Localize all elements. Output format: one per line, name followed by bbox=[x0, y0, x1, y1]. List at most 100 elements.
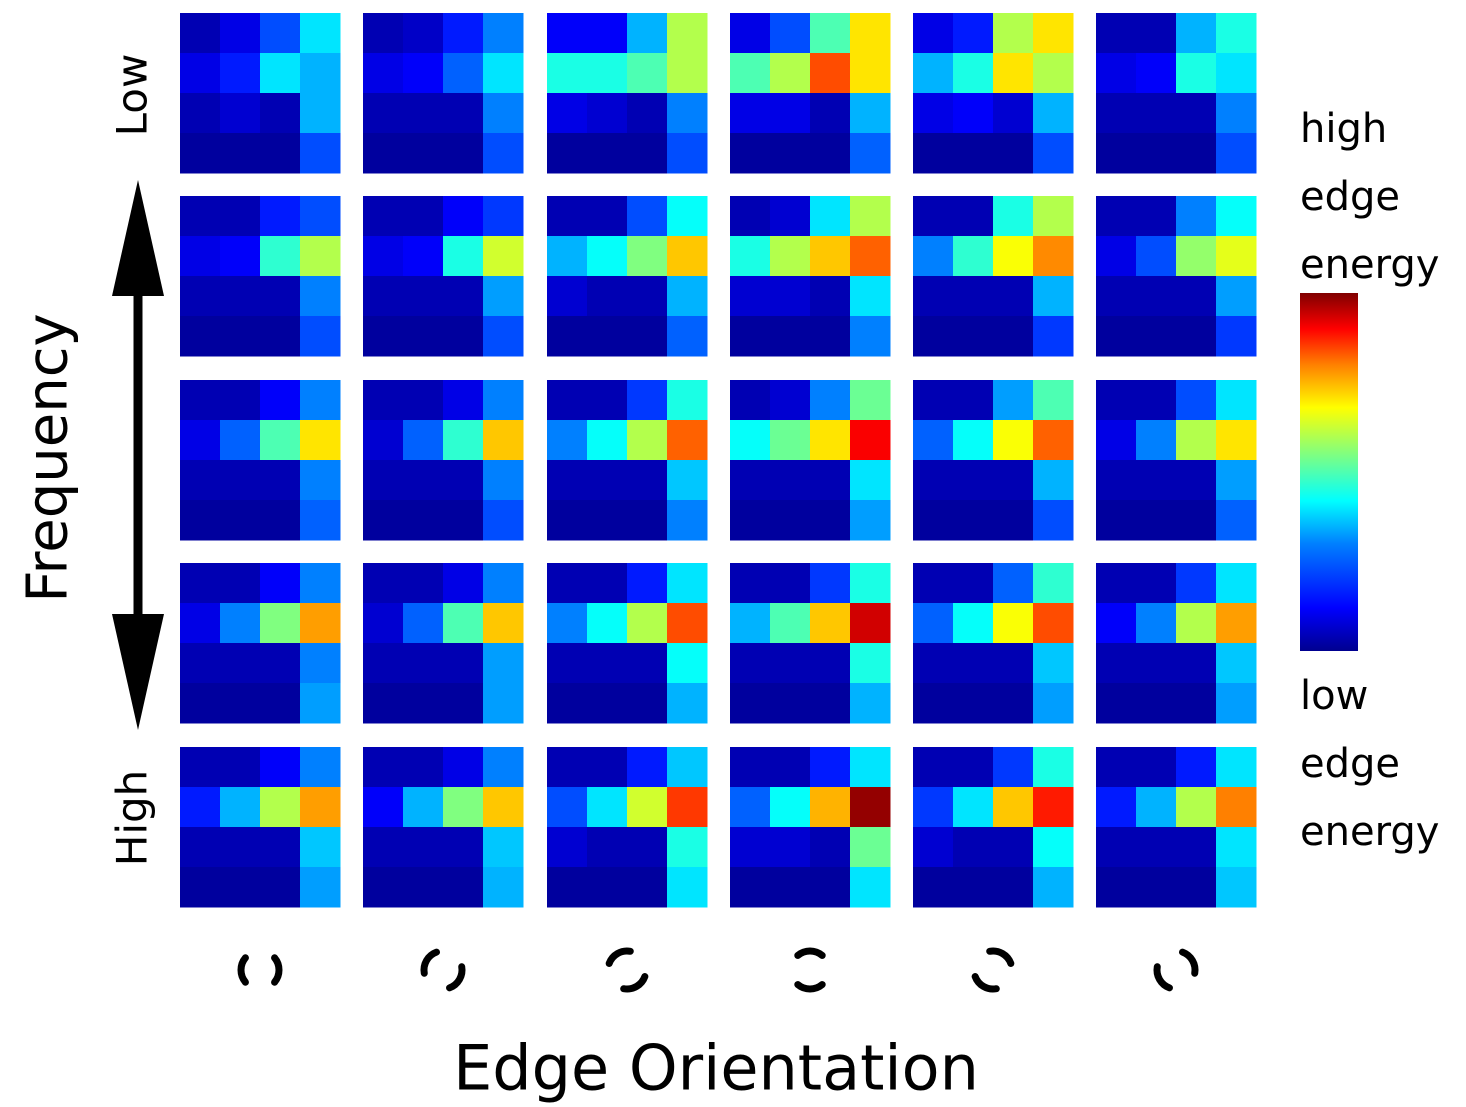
heatmap-cell bbox=[363, 603, 404, 644]
heatmap-cell bbox=[913, 53, 954, 94]
heatmap-cell bbox=[1176, 316, 1217, 357]
heatmap-cell bbox=[587, 747, 628, 788]
heatmap-cell bbox=[913, 747, 954, 788]
heatmap-cell bbox=[1216, 683, 1257, 724]
heatmap-cell bbox=[1216, 236, 1257, 277]
heatmap-cell bbox=[730, 683, 771, 724]
heatmap-panel bbox=[1096, 747, 1257, 908]
heatmap-cell bbox=[810, 867, 851, 908]
heatmap-cell bbox=[1136, 53, 1177, 94]
heatmap-cell bbox=[1096, 276, 1137, 317]
colorbar-high-label: high edge energy bbox=[1300, 95, 1439, 299]
heatmap-cell bbox=[913, 643, 954, 684]
heatmap-cell bbox=[810, 643, 851, 684]
heatmap-cell bbox=[547, 827, 588, 868]
heatmap-cell bbox=[483, 603, 524, 644]
low-frequency-label: Low bbox=[107, 53, 157, 137]
heatmap-cell bbox=[810, 93, 851, 134]
heatmap-cell bbox=[850, 683, 891, 724]
heatmap-cell bbox=[850, 867, 891, 908]
heatmap-cell bbox=[953, 460, 994, 501]
heatmap-cell bbox=[993, 13, 1034, 54]
heatmap-cell bbox=[1136, 380, 1177, 421]
heatmap-cell bbox=[547, 787, 588, 828]
heatmap-cell bbox=[1136, 276, 1177, 317]
heatmap-cell bbox=[953, 683, 994, 724]
heatmap-panel bbox=[363, 13, 524, 174]
heatmap-cell bbox=[403, 747, 444, 788]
heatmap-cell bbox=[850, 316, 891, 357]
heatmap-cell bbox=[443, 827, 484, 868]
heatmap-cell bbox=[1176, 236, 1217, 277]
colorbar-high-line-2: edge bbox=[1300, 174, 1400, 220]
heatmap-cell bbox=[483, 747, 524, 788]
heatmap-cell bbox=[627, 460, 668, 501]
heatmap-cell bbox=[363, 827, 404, 868]
heatmap-cell bbox=[180, 603, 221, 644]
heatmap-cell bbox=[1096, 380, 1137, 421]
heatmap-cell bbox=[993, 316, 1034, 357]
heatmap-panel bbox=[547, 13, 708, 174]
heatmap-cell bbox=[403, 603, 444, 644]
heatmap-panel bbox=[1096, 196, 1257, 357]
heatmap-cell bbox=[483, 827, 524, 868]
heatmap-cell bbox=[220, 460, 261, 501]
heatmap-panel bbox=[363, 196, 524, 357]
heatmap-cell bbox=[810, 316, 851, 357]
heatmap-cell bbox=[667, 827, 708, 868]
heatmap-cell bbox=[730, 276, 771, 317]
heatmap-cell bbox=[810, 603, 851, 644]
heatmap-cell bbox=[1096, 747, 1137, 788]
heatmap-cell bbox=[913, 13, 954, 54]
heatmap-cell bbox=[667, 133, 708, 174]
heatmap-cell bbox=[260, 53, 301, 94]
heatmap-cell bbox=[850, 420, 891, 461]
heatmap-cell bbox=[220, 500, 261, 541]
heatmap-cell bbox=[667, 93, 708, 134]
heatmap-cell bbox=[300, 316, 341, 357]
heatmap-cell bbox=[300, 276, 341, 317]
heatmap-cell bbox=[300, 867, 341, 908]
heatmap-panel bbox=[180, 747, 341, 908]
edge-arc bbox=[794, 981, 826, 993]
heatmap-cell bbox=[403, 500, 444, 541]
heatmap-cell bbox=[1136, 683, 1177, 724]
heatmap-cell bbox=[300, 196, 341, 237]
heatmap-cell bbox=[300, 827, 341, 868]
heatmap-cell bbox=[547, 380, 588, 421]
heatmap-cell bbox=[403, 236, 444, 277]
heatmap-cell bbox=[443, 133, 484, 174]
heatmap-cell bbox=[180, 747, 221, 788]
heatmap-cell bbox=[810, 460, 851, 501]
heatmap-cell bbox=[260, 196, 301, 237]
heatmap-cell bbox=[260, 380, 301, 421]
heatmap-cell bbox=[220, 643, 261, 684]
heatmap-cell bbox=[850, 196, 891, 237]
heatmap-cell bbox=[730, 13, 771, 54]
heatmap-cell bbox=[300, 747, 341, 788]
heatmap-cell bbox=[220, 827, 261, 868]
heatmap-cell bbox=[993, 787, 1034, 828]
heatmap-cell bbox=[1176, 643, 1217, 684]
heatmap-cell bbox=[993, 276, 1034, 317]
heatmap-cell bbox=[850, 643, 891, 684]
heatmap-cell bbox=[1216, 420, 1257, 461]
heatmap-cell bbox=[180, 236, 221, 277]
heatmap-cell bbox=[587, 787, 628, 828]
heatmap-cell bbox=[770, 316, 811, 357]
heatmap-cell bbox=[1176, 196, 1217, 237]
heatmap-cell bbox=[403, 787, 444, 828]
heatmap-cell bbox=[443, 787, 484, 828]
heatmap-cell bbox=[220, 93, 261, 134]
heatmap-cell bbox=[220, 867, 261, 908]
heatmap-cell bbox=[1176, 460, 1217, 501]
heatmap-cell bbox=[627, 867, 668, 908]
heatmap-cell bbox=[403, 13, 444, 54]
heatmap-cell bbox=[667, 380, 708, 421]
heatmap-cell bbox=[587, 603, 628, 644]
heatmap-panel bbox=[363, 747, 524, 908]
heatmap-cell bbox=[1216, 53, 1257, 94]
heatmap-cell bbox=[627, 276, 668, 317]
heatmap-cell bbox=[547, 563, 588, 604]
heatmap-cell bbox=[993, 133, 1034, 174]
